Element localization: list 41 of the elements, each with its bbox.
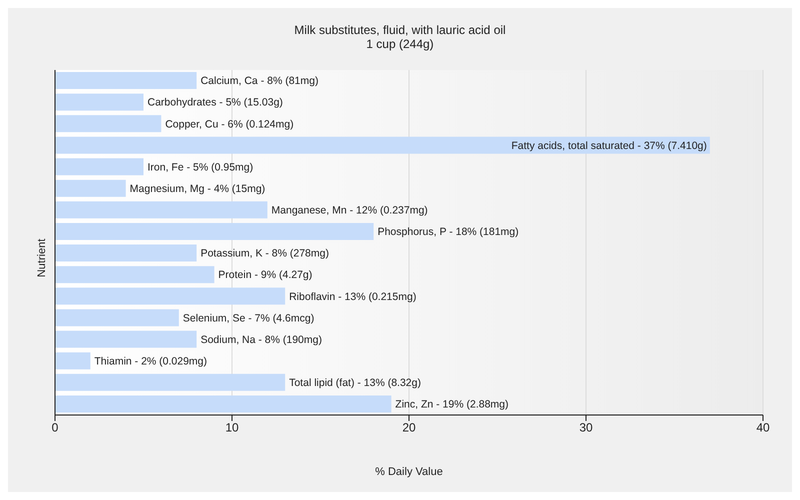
category-label: Sodium, Na - 8% (190mg) xyxy=(200,334,322,346)
category-label: Manganese, Mn - 12% (0.237mg) xyxy=(271,204,428,217)
category-label: Zinc, Zn - 19% (2.88mg) xyxy=(395,398,509,411)
x-tick-label: 20 xyxy=(402,420,416,435)
bar xyxy=(55,222,374,240)
category-label: Riboflavin - 13% (0.215mg) xyxy=(289,290,416,303)
category-label: Selenium, Se - 7% (4.6mcg) xyxy=(182,312,314,324)
category-label: Carbohydrates - 5% (15.03g) xyxy=(148,96,283,109)
bar xyxy=(55,180,126,197)
category-label: Fatty acids, total saturated - 37% (7.410g) xyxy=(511,140,707,152)
x-tick-label: 30 xyxy=(579,420,593,435)
x-tick-label: 10 xyxy=(225,420,239,435)
x-tick-label: 40 xyxy=(756,420,770,435)
bar xyxy=(55,136,710,154)
category-label: Calcium, Ca - 8% (81mg) xyxy=(200,75,318,88)
category-label: Phosphorus, P - 18% (181mg) xyxy=(378,226,519,238)
bar xyxy=(55,266,214,284)
category-label: Magnesium, Mg - 4% (15mg) xyxy=(130,182,266,195)
chart-title: Milk substitutes, fluid, with lauric acid oil xyxy=(293,23,507,37)
bar xyxy=(55,374,286,391)
x-tick-label: 0 xyxy=(52,420,59,435)
bar xyxy=(55,330,197,348)
bar xyxy=(55,395,392,412)
bar xyxy=(55,309,179,326)
category-label: Thiamin - 2% (0.029mg) xyxy=(94,355,208,368)
category-label: Total lipid (fat) - 13% (8.32g) xyxy=(289,377,422,390)
bar xyxy=(55,72,197,89)
category-label: Potassium, K - 8% (278mg) xyxy=(200,248,329,260)
bar xyxy=(55,244,197,262)
category-label: Copper, Cu - 6% (0.124mg) xyxy=(165,118,294,130)
category-label: Protein - 9% (4.27g) xyxy=(218,269,312,282)
bar xyxy=(55,115,162,132)
category-label: Iron, Fe - 5% (0.95mg) xyxy=(148,161,254,174)
bar xyxy=(55,201,268,218)
x-axis-title: % Daily Value xyxy=(374,466,444,478)
bar xyxy=(55,288,286,305)
chart-subtitle: 1 cup (244g) xyxy=(365,37,435,51)
y-axis-title: Nutrient xyxy=(36,238,48,278)
bar xyxy=(55,94,144,111)
bar xyxy=(55,352,90,370)
bar xyxy=(55,158,144,176)
